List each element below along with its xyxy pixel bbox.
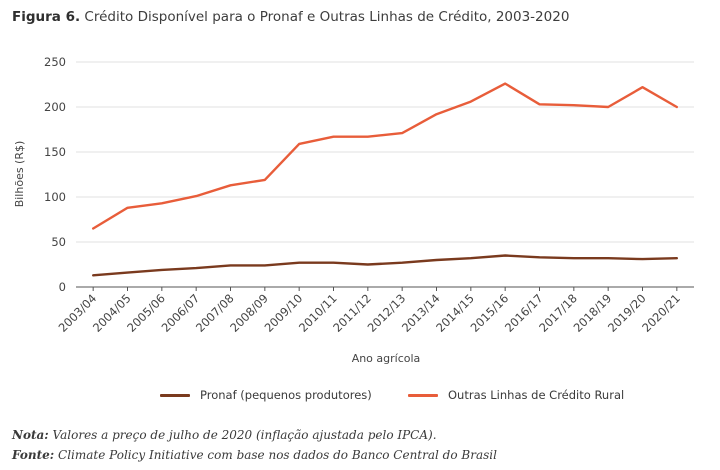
source-text: Climate Policy Initiative com base nos d… [54, 448, 497, 462]
y-tick-labels: 0 50 100 150 200 250 [44, 55, 66, 294]
legend: Pronaf (pequenos produtores) Outras Linh… [0, 388, 720, 406]
series-layer [91, 82, 678, 277]
figure-title-text: Crédito Disponível para o Pronaf e Outra… [84, 9, 570, 25]
figure-title: Figura 6. Crédito Disponível para o Pron… [12, 9, 569, 25]
legend-label-outras: Outras Linhas de Crédito Rural [448, 388, 625, 402]
x-tick-labels: 2003/042004/052005/062006/072007/082008/… [56, 287, 683, 335]
y-tick-label: 200 [44, 100, 66, 114]
y-tick-label: 50 [51, 235, 66, 249]
legend-swatch-outras [408, 393, 438, 397]
y-tick-label: 150 [44, 145, 66, 159]
grid-layer [76, 61, 694, 288]
legend-swatch-pronaf [160, 393, 190, 397]
legend-label-pronaf: Pronaf (pequenos produtores) [200, 388, 372, 402]
series-line-pronaf [91, 254, 678, 277]
x-tick-label: 2020/21 [639, 291, 683, 335]
y-tick-label: 0 [59, 280, 66, 294]
legend-item-pronaf: Pronaf (pequenos produtores) [160, 388, 372, 402]
source-label: Fonte: [12, 448, 55, 462]
y-tick-label: 250 [44, 55, 66, 69]
note-label: Nota: [12, 428, 49, 442]
legend-item-outras: Outras Linhas de Crédito Rural [408, 388, 624, 402]
y-tick-label: 100 [44, 190, 66, 204]
source-line: Fonte: Climate Policy Initiative com bas… [12, 448, 497, 462]
series-line-outras [91, 82, 678, 230]
x-axis-label: Ano agrícola [352, 352, 421, 365]
note-line: Nota: Valores a preço de julho de 2020 (… [12, 428, 437, 442]
note-text: Valores a preço de julho de 2020 (inflaç… [48, 428, 437, 442]
figure-number: Figura 6. [12, 9, 81, 25]
line-chart: 0 50 100 150 200 250 2003/042004/052005/06200… [13, 55, 694, 365]
y-axis-label: Bilhões (R$) [13, 141, 26, 208]
